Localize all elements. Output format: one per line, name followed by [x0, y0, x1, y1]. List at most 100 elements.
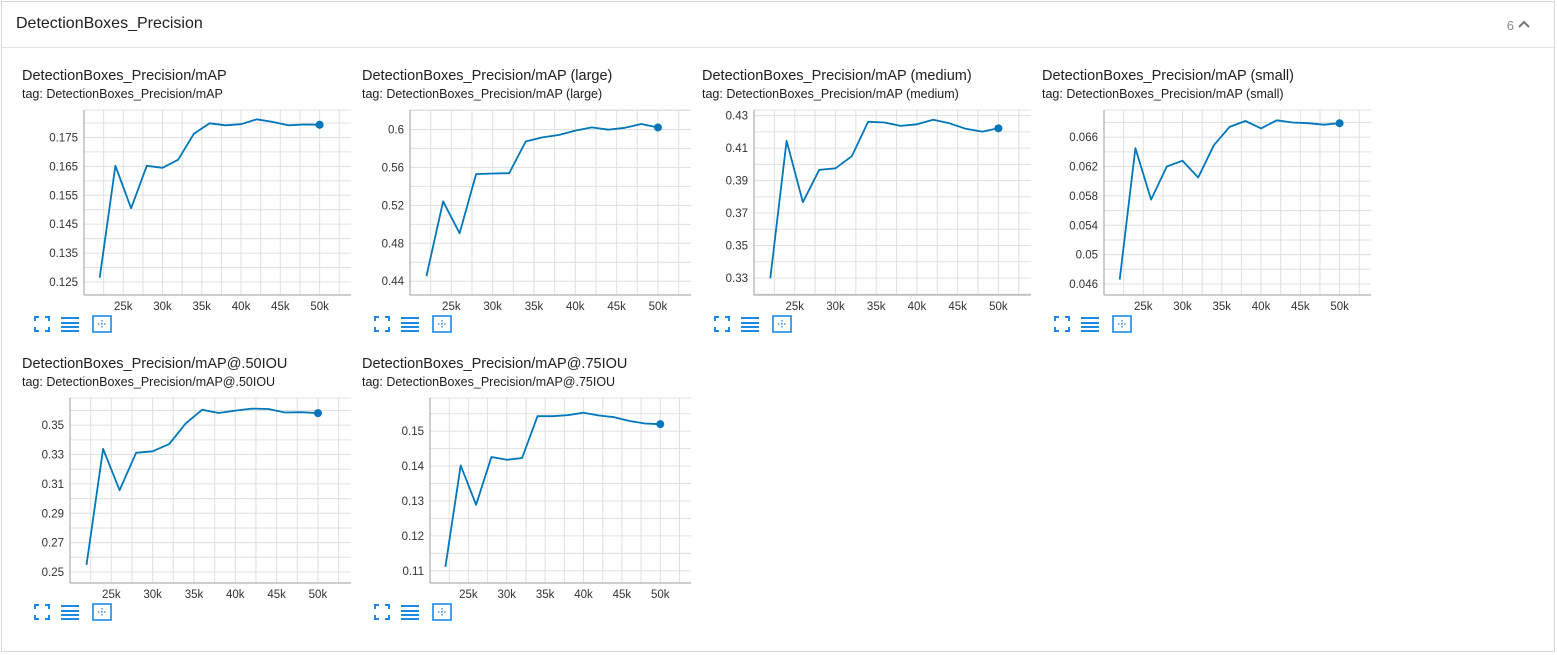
line-chart[interactable]: 0.44 0.48 0.52 0.56 0.6 25k 30k 35k 40k 45k 50k	[362, 98, 698, 314]
x-tick-label: 35k	[185, 589, 204, 601]
y-tick-label: 0.35	[42, 420, 64, 432]
chart-title: DetectionBoxes_Precision/mAP (medium)	[702, 68, 972, 84]
chart-tag: tag: DetectionBoxes_Precision/mAP (small…	[1042, 87, 1284, 101]
y-tick-label: 0.054	[1069, 220, 1098, 232]
data-table-icon[interactable]	[60, 314, 80, 334]
panel-header[interactable]: DetectionBoxes_Precision 6	[2, 2, 1554, 48]
y-tick-label: 0.046	[1069, 279, 1098, 291]
line-chart[interactable]: 0.11 0.12 0.13 0.14 0.15 25k 30k 35k 40k 45k 50k	[362, 386, 698, 602]
x-tick-label: 50k	[651, 589, 670, 601]
y-tick-label: 0.43	[726, 111, 748, 123]
chart-title: DetectionBoxes_Precision/mAP@.75IOU	[362, 356, 628, 372]
y-tick-label: 0.35	[726, 241, 748, 253]
x-tick-label: 50k	[310, 301, 329, 313]
chevron-up-icon[interactable]	[1516, 16, 1532, 32]
x-tick-label: 50k	[649, 301, 668, 313]
fullscreen-icon[interactable]	[372, 602, 392, 622]
x-tick-label: 45k	[271, 301, 290, 313]
fit-domain-icon[interactable]	[772, 314, 792, 334]
chart-card: DetectionBoxes_Precision/mAP (medium) tag…	[702, 68, 1042, 358]
x-tick-label: 30k	[497, 589, 516, 601]
y-tick-label: 0.062	[1069, 162, 1098, 174]
y-tick-label: 0.125	[49, 277, 78, 289]
x-tick-label: 40k	[232, 301, 251, 313]
y-tick-label: 0.33	[726, 273, 748, 285]
fullscreen-icon[interactable]	[712, 314, 732, 334]
y-tick-label: 0.25	[42, 567, 64, 579]
chart-card: DetectionBoxes_Precision/mAP (large) tag:…	[362, 68, 702, 358]
data-table-icon[interactable]	[400, 602, 420, 622]
y-tick-label: 0.56	[382, 162, 404, 174]
series-line	[769, 118, 999, 279]
y-tick-label: 0.31	[42, 479, 64, 491]
x-tick-label: 30k	[1173, 301, 1192, 313]
x-tick-label: 25k	[442, 301, 461, 313]
x-tick-label: 30k	[483, 301, 502, 313]
series-line	[85, 407, 318, 566]
chart-title: DetectionBoxes_Precision/mAP@.50IOU	[22, 356, 288, 372]
fullscreen-icon[interactable]	[1052, 314, 1072, 334]
y-tick-label: 0.13	[402, 496, 424, 508]
y-tick-label: 0.33	[42, 450, 64, 462]
x-tick-label: 40k	[566, 301, 585, 313]
x-tick-label: 25k	[785, 301, 804, 313]
x-tick-label: 45k	[607, 301, 626, 313]
y-tick-label: 0.175	[49, 132, 78, 144]
line-chart[interactable]: 0.25 0.27 0.29 0.31 0.33 0.35 25k 30k 35k 40k 45k 5…	[22, 386, 358, 602]
x-tick-label: 30k	[153, 301, 172, 313]
series-line	[98, 118, 320, 278]
y-tick-label: 0.39	[726, 176, 748, 188]
last-value-point[interactable]	[1335, 119, 1344, 128]
chart-title: DetectionBoxes_Precision/mAP (large)	[362, 68, 613, 84]
line-chart[interactable]: 0.046 0.05 0.054 0.058 0.062 0.066 25k 30k 35k 40…	[1042, 98, 1378, 314]
line-chart[interactable]: 0.125 0.135 0.145 0.155 0.165 0.175 25k 30k 35k 4…	[22, 98, 358, 314]
x-tick-label: 40k	[1252, 301, 1271, 313]
data-table-icon[interactable]	[400, 314, 420, 334]
fit-domain-icon[interactable]	[92, 602, 112, 622]
x-tick-label: 25k	[114, 301, 133, 313]
data-table-icon[interactable]	[1080, 314, 1100, 334]
panel-title: DetectionBoxes_Precision	[16, 15, 203, 32]
last-value-point[interactable]	[315, 120, 324, 129]
fit-domain-icon[interactable]	[432, 314, 452, 334]
last-value-point[interactable]	[656, 420, 665, 429]
chart-count: 6	[1506, 18, 1514, 33]
x-tick-label: 25k	[459, 589, 478, 601]
y-tick-label: 0.29	[42, 508, 64, 520]
x-tick-label: 30k	[826, 301, 845, 313]
data-table-icon[interactable]	[60, 602, 80, 622]
fullscreen-icon[interactable]	[32, 314, 52, 334]
x-tick-label: 50k	[309, 589, 328, 601]
x-tick-label: 45k	[267, 589, 286, 601]
last-value-point[interactable]	[653, 123, 662, 132]
chart-card: DetectionBoxes_Precision/mAP (small) tag:…	[1042, 68, 1382, 358]
x-tick-label: 35k	[867, 301, 886, 313]
last-value-point[interactable]	[313, 409, 322, 418]
last-value-point[interactable]	[994, 124, 1003, 133]
chart-tag: tag: DetectionBoxes_Precision/mAP	[22, 87, 223, 101]
line-chart[interactable]: 0.33 0.35 0.37 0.39 0.41 0.43 25k 30k 35k 40k 45k 5…	[702, 98, 1038, 314]
series-line	[1118, 119, 1340, 280]
x-tick-label: 45k	[1291, 301, 1310, 313]
data-table-icon[interactable]	[740, 314, 760, 334]
x-tick-label: 45k	[613, 589, 632, 601]
chart-title: DetectionBoxes_Precision/mAP	[22, 68, 227, 84]
y-tick-label: 0.066	[1069, 132, 1098, 144]
chart-tag: tag: DetectionBoxes_Precision/mAP (mediu…	[702, 87, 959, 101]
fullscreen-icon[interactable]	[372, 314, 392, 334]
fullscreen-icon[interactable]	[32, 602, 52, 622]
x-tick-label: 35k	[536, 589, 555, 601]
y-tick-label: 0.48	[382, 238, 404, 250]
x-tick-label: 35k	[525, 301, 544, 313]
x-tick-label: 40k	[226, 589, 245, 601]
fit-domain-icon[interactable]	[432, 602, 452, 622]
y-tick-label: 0.135	[49, 248, 78, 260]
fit-domain-icon[interactable]	[92, 314, 112, 334]
chart-tag: tag: DetectionBoxes_Precision/mAP@.75IOU	[362, 375, 616, 389]
fit-domain-icon[interactable]	[1112, 314, 1132, 334]
x-tick-label: 50k	[1330, 301, 1349, 313]
y-tick-label: 0.165	[49, 161, 78, 173]
x-tick-label: 30k	[143, 589, 162, 601]
x-tick-label: 35k	[193, 301, 212, 313]
y-tick-label: 0.05	[1076, 250, 1098, 262]
